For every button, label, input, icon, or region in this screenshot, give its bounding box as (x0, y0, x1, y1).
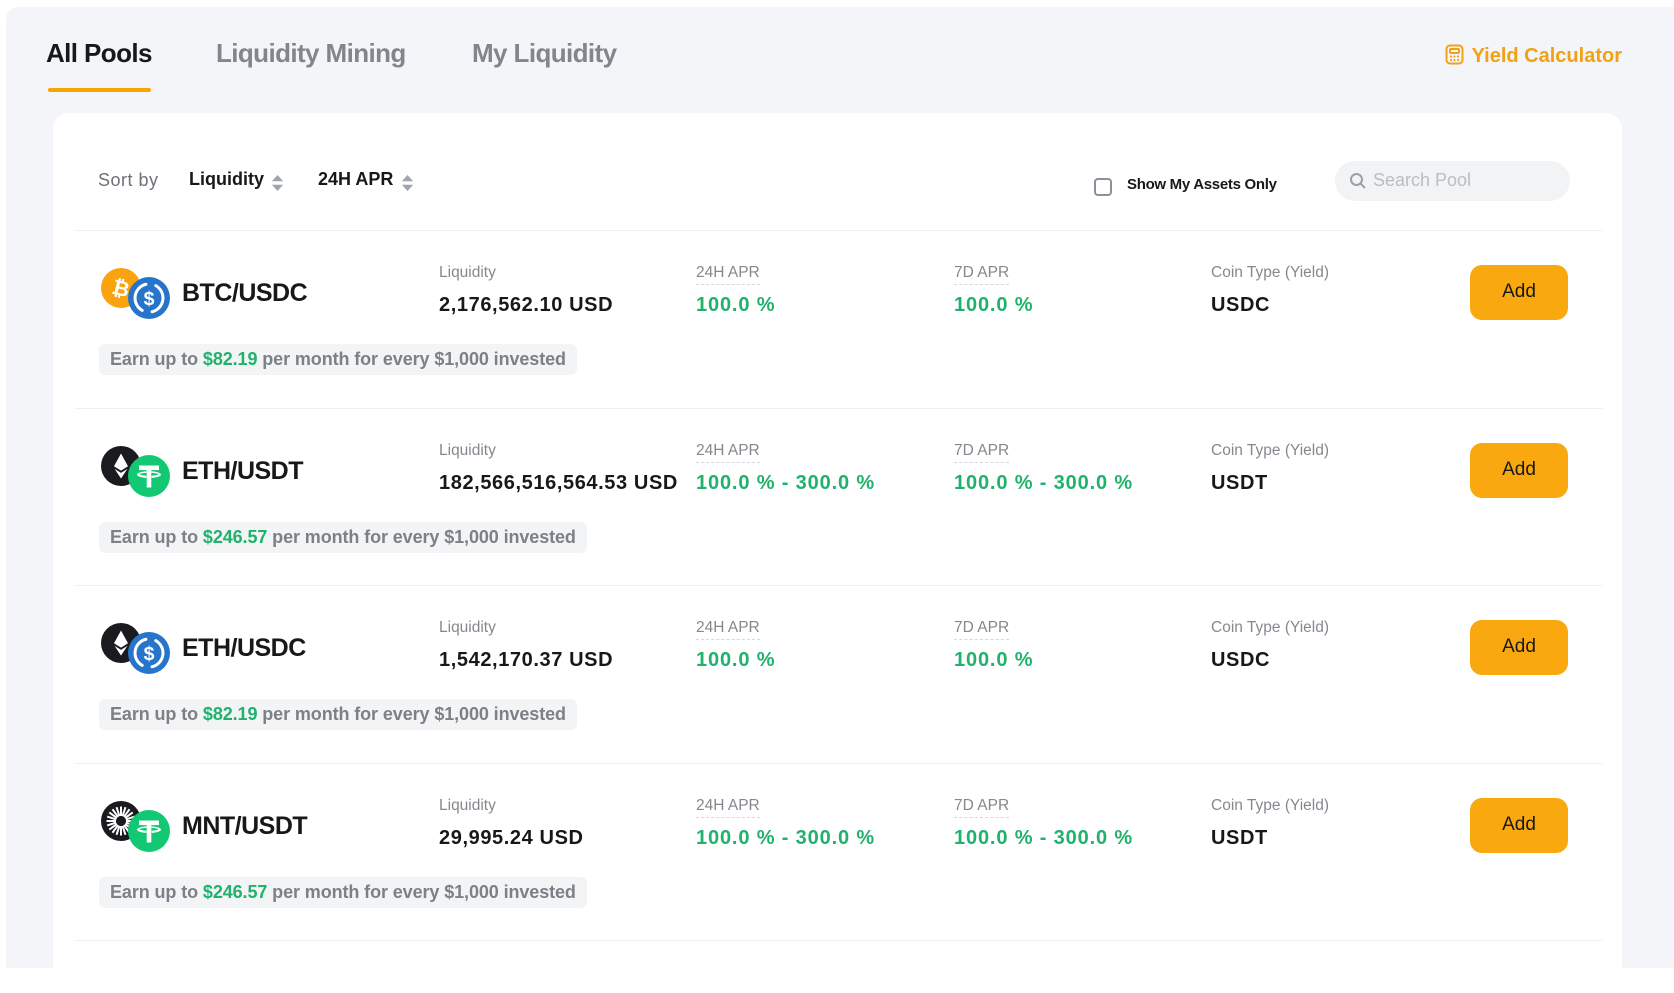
svg-text:₿: ₿ (110, 276, 132, 302)
svg-text:$: $ (144, 643, 155, 665)
svg-text:$: $ (144, 288, 155, 310)
